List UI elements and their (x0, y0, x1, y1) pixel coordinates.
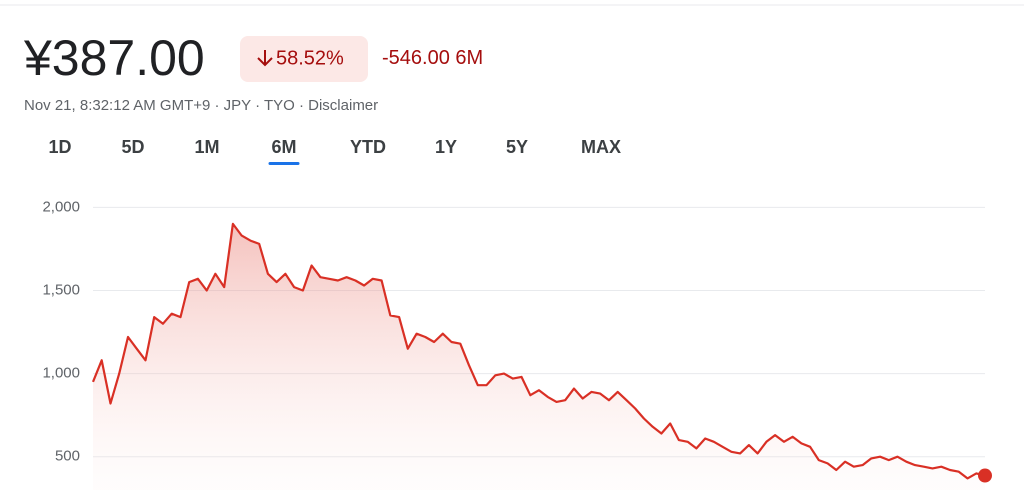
info: Nov 21, 8:32:12 AM GMT+9 · JPY · TYO · (24, 97, 308, 114)
change-value: -546.00 6M (382, 47, 483, 69)
area (93, 223, 985, 490)
range-tab[interactable]: 1M (194, 137, 219, 157)
y-tick-label: 500 (55, 448, 80, 465)
last-point (978, 468, 992, 483)
range-tab[interactable]: 1D (48, 137, 71, 157)
range-tab[interactable]: MAX (581, 137, 621, 157)
range-tab[interactable]: 5Y (506, 137, 528, 157)
range-tab[interactable]: 6M (271, 137, 296, 157)
selected-underline (268, 162, 300, 165)
change: -546.00 (382, 47, 450, 69)
disclaimer-link[interactable]: Disclaimer (308, 97, 378, 114)
price: ¥387.00 (23, 30, 205, 86)
quote-info: Nov 21, 8:32:12 AM GMT+9 · JPY · TYO · D… (24, 97, 378, 114)
change-percent: 58.52% (276, 47, 344, 69)
range-tab[interactable]: 5D (121, 137, 144, 157)
range-tab[interactable]: YTD (350, 137, 386, 157)
y-tick-label: 2,000 (42, 198, 80, 215)
y-tick-label: 1,500 (42, 281, 80, 298)
price-line (91, 222, 986, 480)
range-tab[interactable]: 1Y (435, 137, 457, 157)
down-arrow (257, 50, 273, 67)
period: 6M (455, 47, 483, 69)
change-badge (240, 36, 368, 82)
y-tick-label: 1,000 (42, 365, 80, 382)
